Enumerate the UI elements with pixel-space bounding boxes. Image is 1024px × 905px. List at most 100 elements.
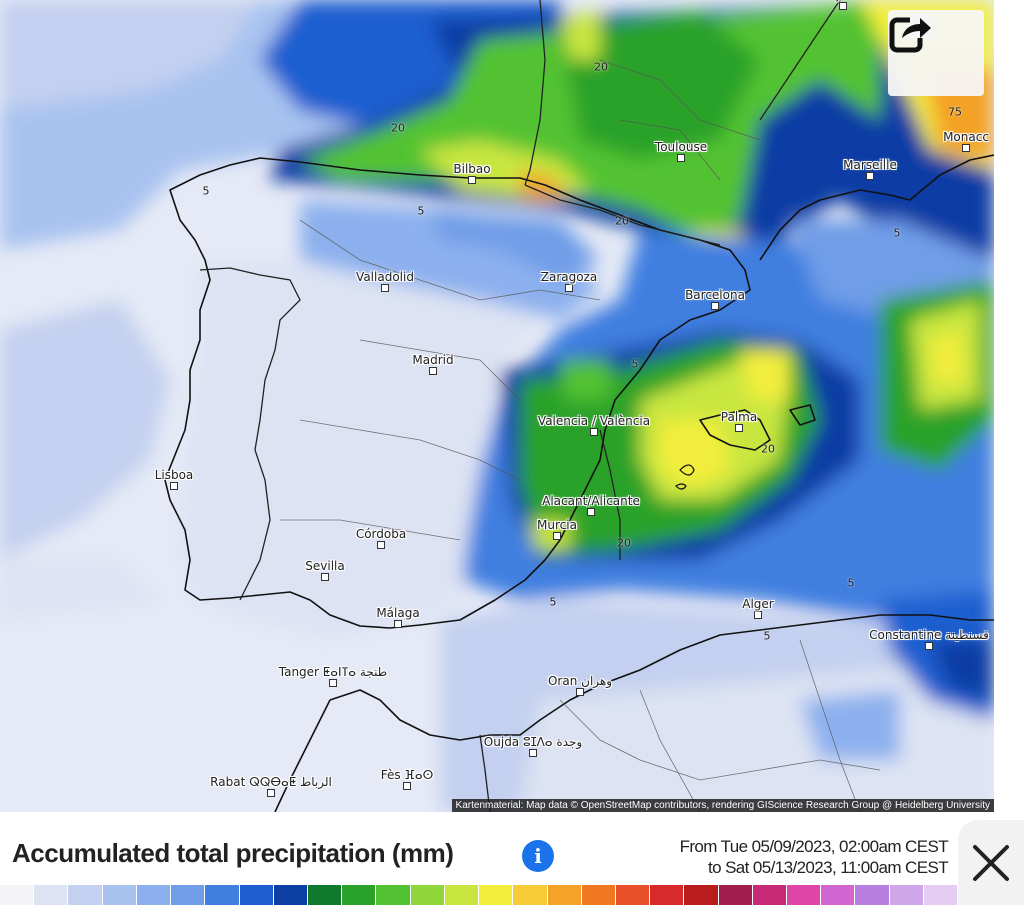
legend-swatch	[889, 885, 924, 905]
legend-swatch	[923, 885, 959, 905]
city-marker	[565, 284, 573, 292]
contour-value-label: 5	[763, 629, 771, 643]
city-label: Palma	[720, 410, 758, 424]
city-label: Tanger ⵟⴰⵏⴶⴰ طنجة	[278, 665, 388, 679]
contour-value-label: 20	[615, 214, 629, 228]
legend-swatch	[650, 885, 685, 905]
info-icon[interactable]: i	[522, 840, 554, 872]
legend-swatch	[239, 885, 274, 905]
city-label: Valencia / València	[537, 414, 651, 428]
legend-swatch	[171, 885, 206, 905]
city-label: Toulouse	[654, 140, 708, 154]
city-marker	[754, 611, 762, 619]
legend-swatch	[205, 885, 240, 905]
city-marker	[381, 284, 389, 292]
city-label: Murcia	[537, 518, 577, 532]
city-marker	[677, 154, 685, 162]
city-marker	[587, 508, 595, 516]
contour-value-label: 5	[417, 204, 425, 218]
legend-swatch	[410, 885, 445, 905]
city-label: Barcelona	[685, 288, 745, 302]
city-marker	[553, 532, 561, 540]
legend-swatch	[479, 885, 514, 905]
legend-swatch	[307, 885, 343, 905]
city-label: Constantine قسنطينة	[869, 628, 989, 642]
legend-swatch	[0, 885, 35, 905]
city-label: Lyon	[829, 0, 857, 2]
legend-swatch	[273, 885, 308, 905]
city-label: Monacc	[943, 130, 989, 144]
legend-swatch	[68, 885, 103, 905]
city-marker	[170, 482, 178, 490]
city-marker	[711, 302, 719, 310]
legend-swatch	[376, 885, 411, 905]
time-period: From Tue 05/09/2023, 02:00am CEST to Sat…	[600, 836, 949, 878]
city-label: Oujda ⵓⵊⴷⴰ وجدة	[483, 735, 583, 749]
city-label: Marseille	[843, 158, 897, 172]
city-marker	[590, 428, 598, 436]
city-marker	[403, 782, 411, 790]
legend-swatch	[855, 885, 890, 905]
city-marker	[839, 2, 847, 10]
contour-value-label: 5	[202, 184, 210, 198]
precipitation-map[interactable]: Lyon Toulouse Monacc Marseille Bilbao Vallado…	[0, 0, 994, 812]
city-label: Oran وهران	[547, 674, 613, 688]
color-scale	[0, 885, 959, 905]
contour-value-label: 20	[594, 60, 608, 74]
city-label: Alger	[742, 597, 774, 611]
city-label: Fès ⴼⴰⵙ	[380, 768, 434, 782]
city-marker	[329, 679, 337, 687]
legend-swatch	[821, 885, 856, 905]
contour-value-label: 20	[761, 442, 775, 456]
city-label: Bilbao	[453, 162, 491, 176]
legend-swatch	[787, 885, 822, 905]
city-label: Córdoba	[355, 527, 407, 541]
city-marker	[866, 172, 874, 180]
legend-swatch	[102, 885, 137, 905]
contour-value-label: 5	[549, 595, 557, 609]
legend-swatch	[513, 885, 548, 905]
legend-swatch	[684, 885, 719, 905]
city-marker	[576, 688, 584, 696]
city-marker	[377, 541, 385, 549]
city-label: Alacant/Alicante	[542, 494, 640, 508]
map-title: Accumulated total precipitation (mm)	[12, 838, 454, 868]
map-attribution: Kartenmaterial: Map data © OpenStreetMap…	[451, 799, 994, 812]
city-marker	[962, 144, 970, 152]
legend-swatch	[136, 885, 172, 905]
contour-value-label: 20	[617, 536, 631, 550]
legend-swatch	[718, 885, 753, 905]
share-icon	[889, 14, 932, 53]
contour-value-label: 5	[847, 576, 855, 590]
city-label: Madrid	[412, 353, 454, 367]
city-marker	[529, 749, 537, 757]
legend-swatch	[342, 885, 377, 905]
legend-swatch	[444, 885, 480, 905]
period-from: From Tue 05/09/2023, 02:00am CEST	[679, 837, 949, 856]
legend-swatch	[34, 885, 69, 905]
city-label: Valladolid	[356, 270, 414, 284]
city-marker	[468, 176, 476, 184]
city-marker	[394, 620, 402, 628]
legend-swatch	[547, 885, 582, 905]
share-button[interactable]	[888, 10, 984, 96]
legend-swatch	[581, 885, 616, 905]
contour-value-label: 5	[893, 226, 901, 240]
city-marker	[321, 573, 329, 581]
map-canvas	[0, 0, 994, 812]
city-label: Rabat ⵕⵕⴱⴰⵟ الرباط	[210, 775, 332, 789]
legend-swatch	[752, 885, 788, 905]
city-label: Málaga	[376, 606, 420, 620]
city-label: Lisboa	[154, 468, 194, 482]
city-marker	[429, 367, 437, 375]
contour-value-label: 20	[391, 121, 405, 135]
contour-value-label: 75	[948, 105, 962, 119]
city-label: Zaragoza	[540, 270, 598, 284]
period-to: to Sat 05/13/2023, 11:00am CEST	[707, 858, 949, 877]
close-icon	[973, 844, 1009, 881]
close-button[interactable]	[958, 820, 1024, 905]
city-marker	[925, 642, 933, 650]
city-marker	[735, 424, 743, 432]
city-label: Sevilla	[305, 559, 345, 573]
city-marker	[267, 789, 275, 797]
